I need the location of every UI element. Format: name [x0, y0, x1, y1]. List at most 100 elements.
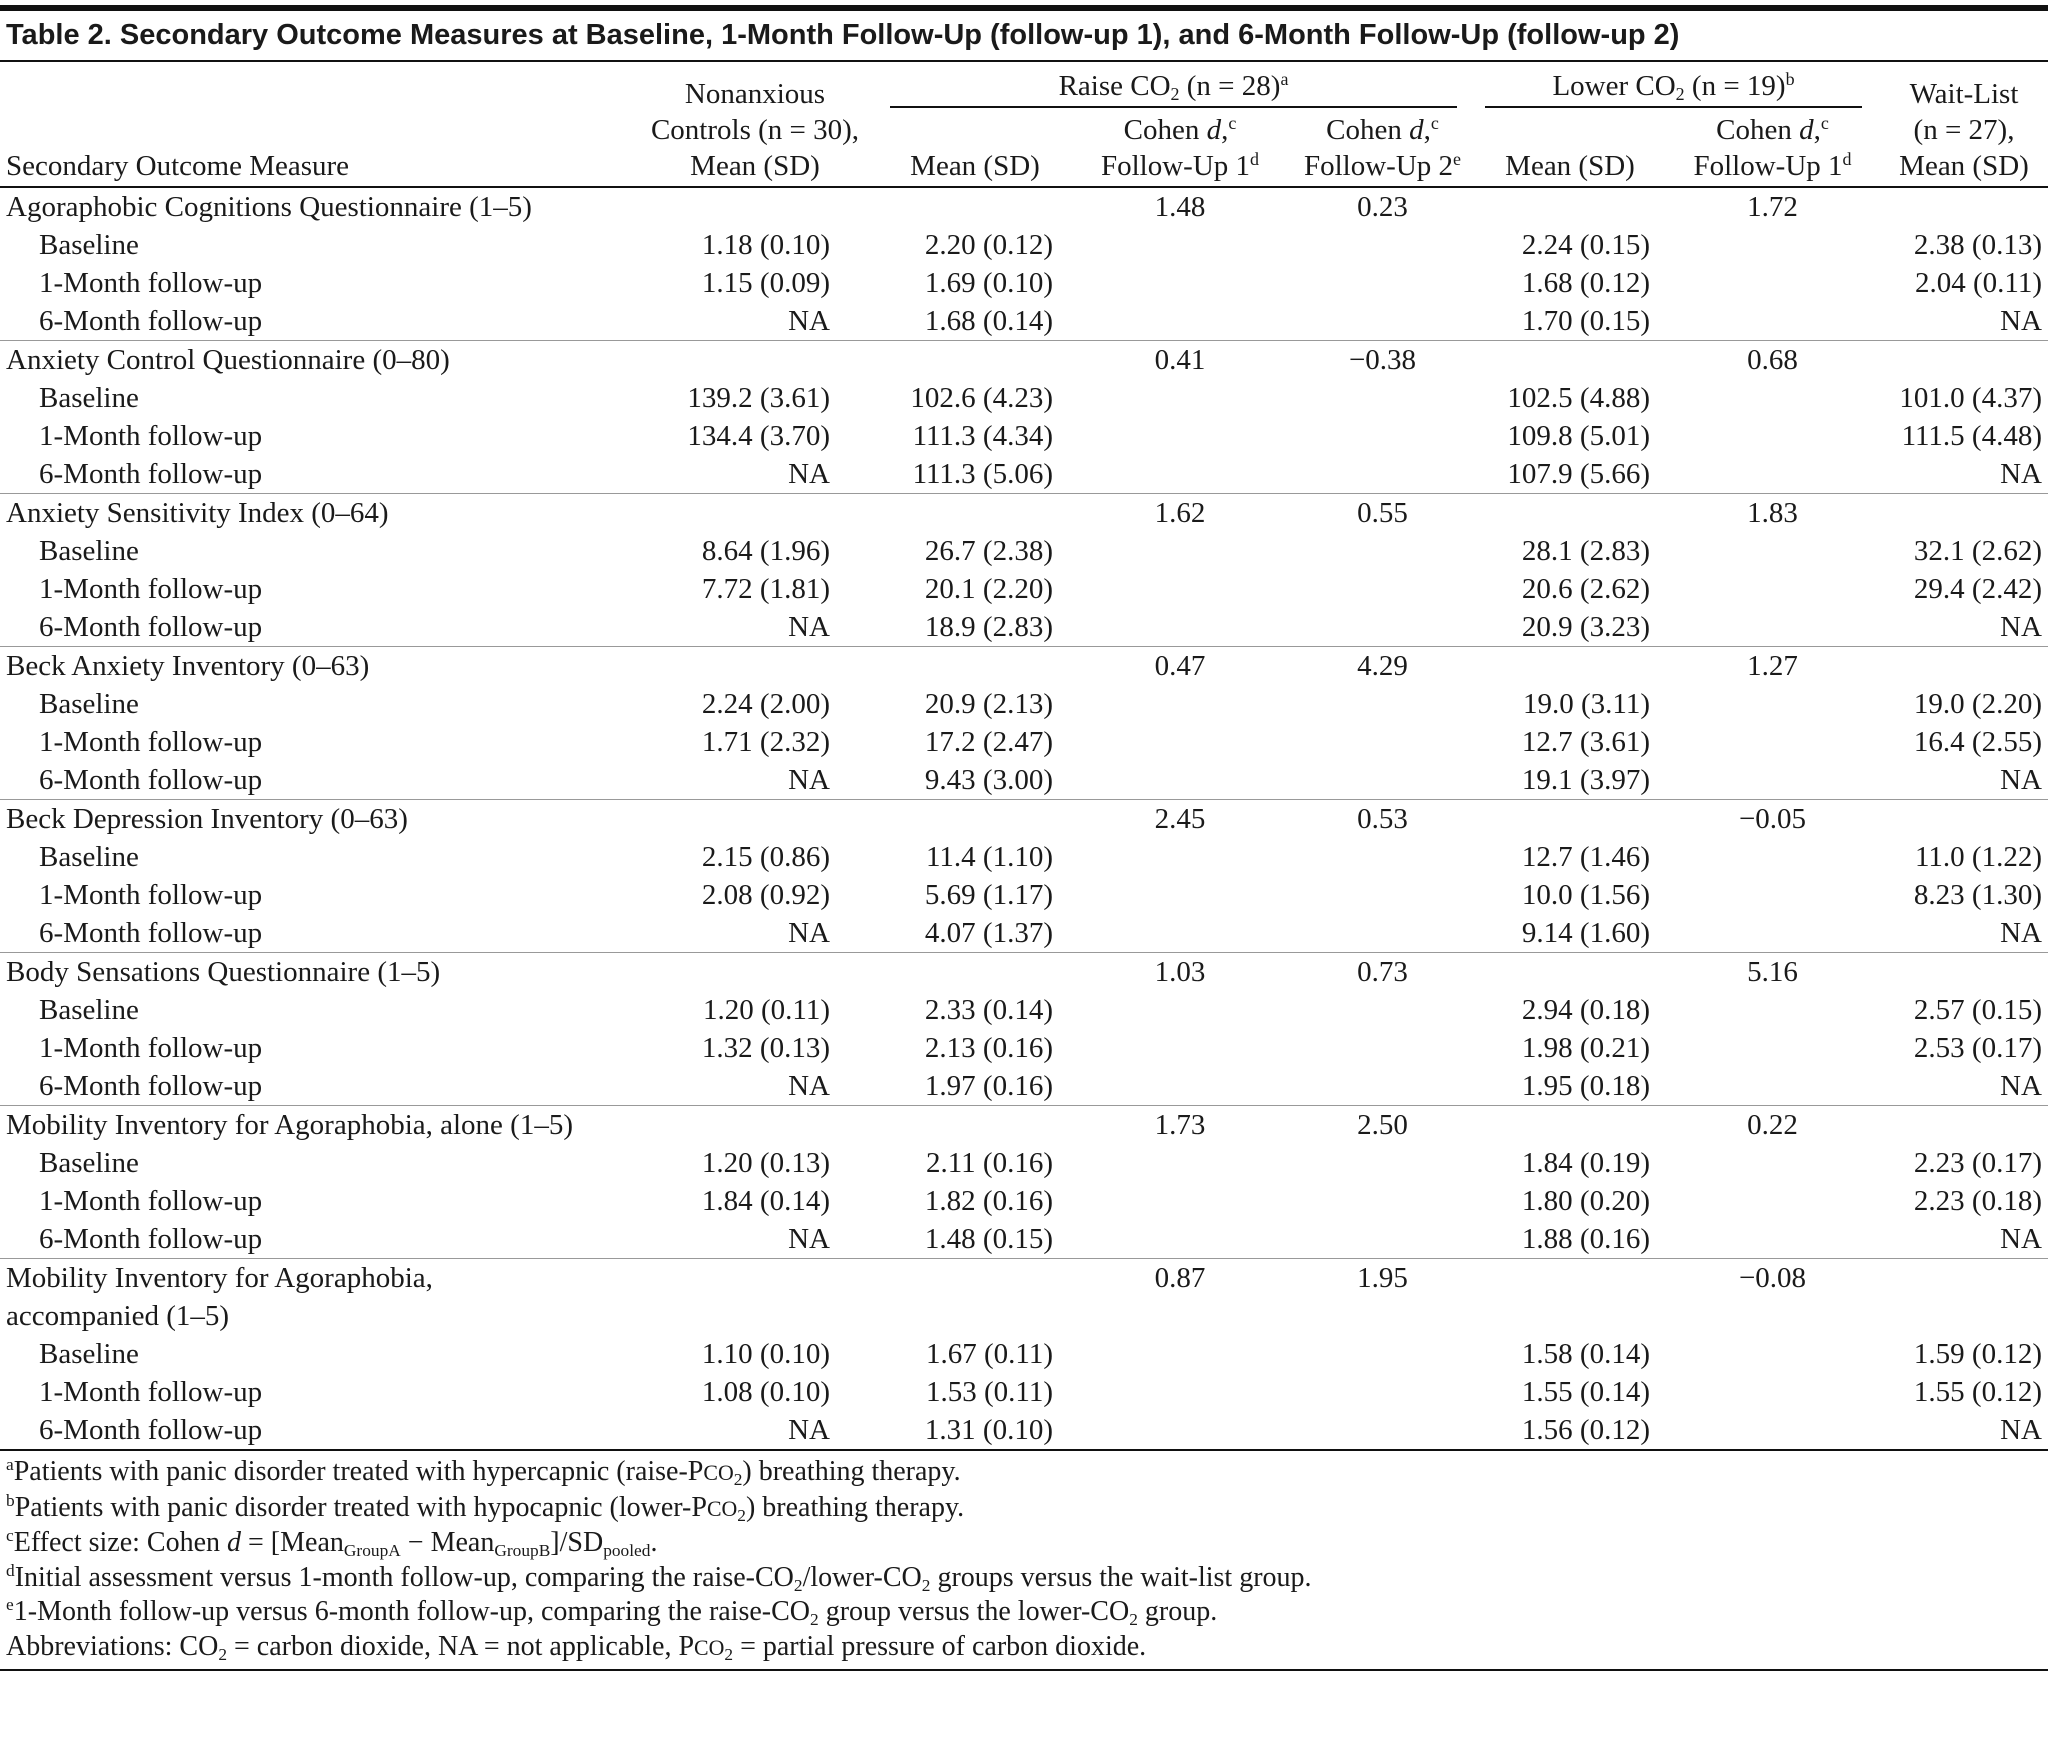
- empty-cell: [1290, 723, 1475, 761]
- group-header: Lower CO2 (n = 19)b: [1485, 68, 1862, 108]
- empty-cell: [1290, 302, 1475, 341]
- footnote-text: GroupA: [343, 1541, 401, 1561]
- value-cell: 1.68 (0.12): [1521, 267, 1650, 299]
- value-cell: NA: [2000, 611, 2042, 643]
- group-title-cell: Body Sensations Questionnaire (1–5): [0, 952, 1070, 991]
- footnote-mark: d: [1842, 149, 1852, 170]
- footnote-text: CO: [703, 1461, 734, 1485]
- row-label: 6-Month follow-up: [39, 1070, 263, 1102]
- value-cell: 11.0 (1.22): [1915, 841, 2042, 873]
- measure-title: accompanied (1–5): [6, 1300, 230, 1332]
- footnote: bPatients with panic disorder treated wi…: [6, 1491, 2042, 1527]
- effect-size: 1.48: [1154, 191, 1206, 223]
- value-cell: 1.98 (0.21): [1521, 1032, 1650, 1064]
- footnote-text: 2: [218, 1644, 227, 1664]
- empty-cell: [1290, 1029, 1475, 1067]
- row-label: 1-Month follow-up: [39, 726, 263, 758]
- empty-cell: [1880, 1105, 2048, 1144]
- footnote-text: ) breathing therapy.: [742, 1456, 961, 1487]
- header-line: Follow-Up 1d: [1665, 148, 1880, 184]
- measure-title: Mobility Inventory for Agoraphobia, alon…: [6, 1109, 573, 1141]
- value-cell: 20.6 (2.62): [1521, 573, 1650, 605]
- data-row: Baseline 1.10 (0.10) 1.67 (0.11) 1.58 (0.14…: [0, 1335, 2048, 1373]
- header-cell: Nonanxious Controls (n = 30), Mean (SD): [630, 62, 880, 188]
- value-cell: NA: [788, 764, 830, 796]
- value-cell: 1.20 (0.13): [701, 1147, 830, 1179]
- empty-cell: [1880, 493, 2048, 532]
- measure-title: Body Sensations Questionnaire (1–5): [6, 956, 441, 988]
- value-cell: 1.67 (0.11): [926, 1338, 1053, 1370]
- value-cell: 2.53 (0.17): [1913, 1032, 2042, 1064]
- empty-cell: [1290, 570, 1475, 608]
- effect-size: 0.68: [1665, 340, 1880, 379]
- effect-size: 2.50: [1290, 1105, 1475, 1144]
- header-row: Secondary Outcome Measure Nonanxious Con…: [0, 62, 2048, 188]
- empty-cell: [1070, 876, 1290, 914]
- empty-cell: [1880, 340, 2048, 379]
- empty-cell: [1290, 1220, 1475, 1259]
- header-text: ,: [1423, 114, 1431, 146]
- value-cell: 102.6 (4.23): [910, 382, 1053, 414]
- footnote-mark: d: [1250, 149, 1260, 170]
- value-cell: 1.32 (0.13): [701, 1032, 830, 1064]
- footnote-text: ]/SD: [550, 1527, 604, 1558]
- empty-cell: [1475, 1258, 1665, 1335]
- value-cell: 1.68 (0.14): [924, 305, 1053, 337]
- footnote-mark: a: [1280, 69, 1289, 90]
- effect-size: 0.55: [1290, 493, 1475, 532]
- footnote-text: ) breathing therapy.: [745, 1491, 965, 1523]
- empty-cell: [1290, 1067, 1475, 1106]
- value-cell: 1.95 (0.18): [1521, 1070, 1650, 1102]
- footnote: cEffect size: Cohen d = [MeanGroupA − Me…: [6, 1526, 2042, 1561]
- header-text: Lower CO: [1552, 70, 1676, 102]
- row-label: Baseline: [39, 1338, 139, 1370]
- footnote-text: /lower-CO: [802, 1561, 922, 1593]
- row-label: 6-Month follow-up: [39, 917, 263, 949]
- measure-title: Mobility Inventory for Agoraphobia,: [6, 1262, 433, 1294]
- value-cell: 1.84 (0.19): [1521, 1147, 1650, 1179]
- value-cell: NA: [2000, 1070, 2042, 1102]
- header-text: (n = 19): [1684, 70, 1786, 102]
- value-cell: 29.4 (2.42): [1913, 573, 2042, 605]
- empty-cell: [1070, 455, 1290, 494]
- header-cell: Raise CO2 (n = 28)a: [880, 62, 1475, 112]
- footnote-text: 2: [1129, 1610, 1138, 1630]
- table-body: Agoraphobic Cognitions Questionnaire (1–…: [0, 187, 2048, 1451]
- value-cell: 1.31 (0.10): [880, 1411, 1070, 1451]
- footnote-text: 2: [793, 1575, 803, 1595]
- value-cell: 1.10 (0.10): [701, 1338, 830, 1370]
- value-cell: 20.9 (2.13): [924, 688, 1053, 720]
- header-text: d: [1799, 114, 1814, 146]
- value-cell: 1.71 (2.32): [701, 726, 830, 758]
- effect-size: 2.45: [1070, 799, 1290, 838]
- value-cell: 1.48 (0.15): [924, 1223, 1053, 1255]
- footnote-mark: c: [1228, 113, 1237, 134]
- empty-cell: [1475, 799, 1665, 838]
- empty-cell: [1880, 1258, 2048, 1335]
- header-text: Raise CO: [1058, 70, 1171, 102]
- effect-size: 0.47: [1070, 646, 1290, 685]
- header-text: ,: [1813, 114, 1821, 146]
- data-row: 1-Month follow-up 1.15 (0.09) 1.69 (0.10) 1…: [0, 264, 2048, 302]
- row-label: 6-Month follow-up: [0, 1411, 630, 1451]
- value-cell: 8.23 (1.30): [1913, 879, 2042, 911]
- subscript: 2: [1170, 84, 1180, 105]
- empty-cell: [1070, 1144, 1290, 1182]
- data-row: 6-Month follow-up NA 4.07 (1.37) 9.14 (1.60…: [0, 914, 2048, 953]
- empty-cell: [1475, 646, 1665, 685]
- footnote-text: = carbon dioxide, NA = not applicable, P: [227, 1630, 695, 1662]
- effect-size: 1.95: [1290, 1258, 1475, 1335]
- empty-cell: [1290, 685, 1475, 723]
- group-header: Raise CO2 (n = 28)a: [890, 68, 1457, 108]
- effect-size: 0.73: [1290, 952, 1475, 991]
- value-cell: 1.58 (0.14): [1521, 1338, 1650, 1370]
- empty-cell: [1070, 914, 1290, 953]
- header-cell: Mean (SD): [1475, 112, 1665, 188]
- footnote-mark: c: [1820, 113, 1829, 134]
- empty-cell: [1665, 1144, 1880, 1182]
- data-row: 6-Month follow-up NA 1.31 (0.10) 1.56 (0.12…: [0, 1411, 2048, 1451]
- footnote-text: group.: [1137, 1596, 1218, 1627]
- empty-cell: [1070, 838, 1290, 876]
- data-row: 6-Month follow-up NA 1.68 (0.14) 1.70 (0.15…: [0, 302, 2048, 341]
- data-row: Baseline 1.18 (0.10) 2.20 (0.12) 2.24 (0.15…: [0, 226, 2048, 264]
